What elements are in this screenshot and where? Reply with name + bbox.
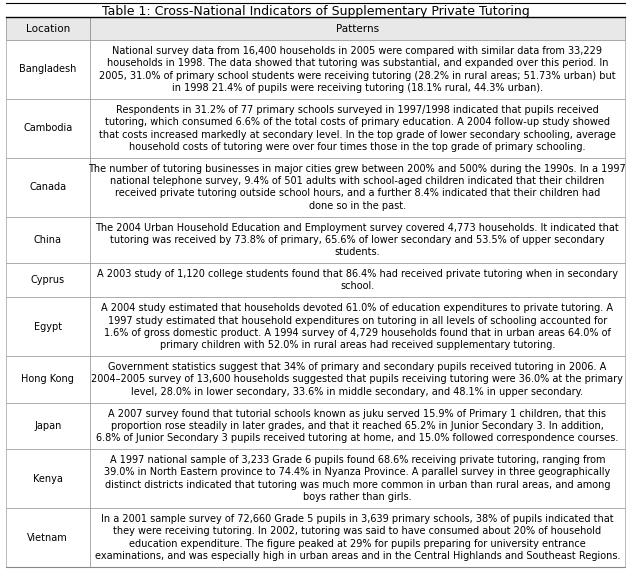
Text: 39.0% in North Eastern province to 74.4% in Nyanza Province. A parallel survey i: 39.0% in North Eastern province to 74.4%… (104, 467, 610, 478)
Text: 6.8% of Junior Secondary 3 pupils received tutoring at home, and 15.0% followed : 6.8% of Junior Secondary 3 pupils receiv… (96, 434, 618, 443)
Text: Cambodia: Cambodia (23, 124, 73, 133)
Text: Egypt: Egypt (33, 322, 62, 332)
Bar (90, 17, 625, 40)
Text: education expenditure. The figure peaked at 29% for pupils preparing for univers: education expenditure. The figure peaked… (129, 539, 586, 549)
Text: Government statistics suggest that 34% of primary and secondary pupils received : Government statistics suggest that 34% o… (108, 362, 606, 372)
Text: in 1998 21.4% of pupils were receiving tutoring (18.1% rural, 44.3% urban).: in 1998 21.4% of pupils were receiving t… (172, 83, 543, 93)
Text: Hong Kong: Hong Kong (21, 375, 74, 384)
Text: proportion rose steadily in later grades, and that it reached 65.2% in Junior Se: proportion rose steadily in later grades… (111, 421, 604, 431)
Text: household costs of tutoring were over four times those in the top grade of prima: household costs of tutoring were over fo… (129, 142, 586, 152)
Bar (6, 508, 90, 567)
Text: A 2003 study of 1,120 college students found that 86.4% had received private tut: A 2003 study of 1,120 college students f… (97, 269, 618, 279)
Text: students.: students. (334, 247, 380, 257)
Text: Bangladesh: Bangladesh (19, 65, 76, 74)
Bar (6, 263, 90, 297)
Text: Respondents in 31.2% of 77 primary schools surveyed in 1997/1998 indicated that : Respondents in 31.2% of 77 primary schoo… (116, 105, 599, 115)
Text: The 2004 Urban Household Education and Employment survey covered 4,773 household: The 2004 Urban Household Education and E… (95, 223, 619, 233)
Bar (90, 449, 625, 508)
Text: distinct districts indicated that tutoring was much more common in urban than ru: distinct districts indicated that tutori… (105, 480, 610, 490)
Text: done so in the past.: done so in the past. (309, 201, 406, 210)
Bar (6, 217, 90, 263)
Text: tutoring was received by 73.8% of primary, 65.6% of lower secondary and 53.5% of: tutoring was received by 73.8% of primar… (110, 235, 604, 245)
Text: received private tutoring outside school hours, and a further 8.4% indicated tha: received private tutoring outside school… (115, 188, 600, 198)
Text: tutoring, which consumed 6.6% of the total costs of primary education. A 2004 fo: tutoring, which consumed 6.6% of the tot… (105, 117, 610, 127)
Text: Kenya: Kenya (33, 474, 62, 484)
Bar (90, 217, 625, 263)
Text: national telephone survey, 9.4% of 501 adults with school-aged children indicate: national telephone survey, 9.4% of 501 a… (110, 176, 604, 186)
Text: Patterns: Patterns (336, 23, 379, 34)
Text: school.: school. (340, 281, 374, 292)
Bar (6, 40, 90, 99)
Text: Canada: Canada (29, 182, 66, 192)
Text: level, 28.0% in lower secondary, 33.6% in middle secondary, and 48.1% in upper s: level, 28.0% in lower secondary, 33.6% i… (131, 387, 583, 397)
Text: National survey data from 16,400 households in 2005 were compared with similar d: National survey data from 16,400 househo… (112, 46, 602, 56)
Text: they were receiving tutoring. In 2002, tutoring was said to have consumed about : they were receiving tutoring. In 2002, t… (113, 526, 601, 537)
Text: boys rather than girls.: boys rather than girls. (303, 492, 411, 502)
Text: A 2004 study estimated that households devoted 61.0% of education expenditures t: A 2004 study estimated that households d… (102, 303, 613, 313)
Text: 1.6% of gross domestic product. A 1994 survey of 4,729 households found that in : 1.6% of gross domestic product. A 1994 s… (104, 328, 611, 338)
Text: 2004–2005 survey of 13,600 households suggested that pupils receiving tutoring w: 2004–2005 survey of 13,600 households su… (91, 375, 623, 384)
Bar (90, 356, 625, 403)
Bar (90, 158, 625, 217)
Text: examinations, and was especially high in urban areas and in the Central Highland: examinations, and was especially high in… (95, 551, 620, 561)
Bar (90, 403, 625, 449)
Bar (90, 40, 625, 99)
Text: In a 2001 sample survey of 72,660 Grade 5 pupils in 3,639 primary schools, 38% o: In a 2001 sample survey of 72,660 Grade … (101, 514, 613, 524)
Text: Table 1: Cross-National Indicators of Supplementary Private Tutoring: Table 1: Cross-National Indicators of Su… (102, 5, 529, 18)
Text: that costs increased markedly at secondary level. In the top grade of lower seco: that costs increased markedly at seconda… (99, 129, 616, 140)
Bar (90, 297, 625, 356)
Text: primary children with 52.0% in rural areas had received supplementary tutoring.: primary children with 52.0% in rural are… (160, 340, 555, 350)
Text: Vietnam: Vietnam (27, 533, 68, 543)
Bar (6, 449, 90, 508)
Bar (90, 263, 625, 297)
Bar (6, 403, 90, 449)
Text: A 2007 survey found that tutorial schools known as juku served 15.9% of Primary : A 2007 survey found that tutorial school… (109, 408, 606, 419)
Bar (6, 17, 90, 40)
Text: The number of tutoring businesses in major cities grew between 200% and 500% dur: The number of tutoring businesses in maj… (88, 164, 626, 174)
Bar (90, 99, 625, 158)
Text: Location: Location (26, 23, 70, 34)
Text: Cyprus: Cyprus (31, 275, 65, 285)
Bar (6, 297, 90, 356)
Bar (6, 356, 90, 403)
Text: households in 1998. The data showed that tutoring was substantial, and expanded : households in 1998. The data showed that… (107, 58, 608, 68)
Bar (6, 158, 90, 217)
Text: Japan: Japan (34, 421, 61, 431)
Text: 2005, 31.0% of primary school students were receiving tutoring (28.2% in rural a: 2005, 31.0% of primary school students w… (99, 71, 616, 81)
Text: China: China (34, 235, 62, 245)
Bar (90, 508, 625, 567)
Bar (6, 99, 90, 158)
Text: 1997 study estimated that household expenditures on tutoring in all levels of sc: 1997 study estimated that household expe… (108, 316, 607, 325)
Text: A 1997 national sample of 3,233 Grade 6 pupils found 68.6% receiving private tut: A 1997 national sample of 3,233 Grade 6 … (110, 455, 605, 465)
